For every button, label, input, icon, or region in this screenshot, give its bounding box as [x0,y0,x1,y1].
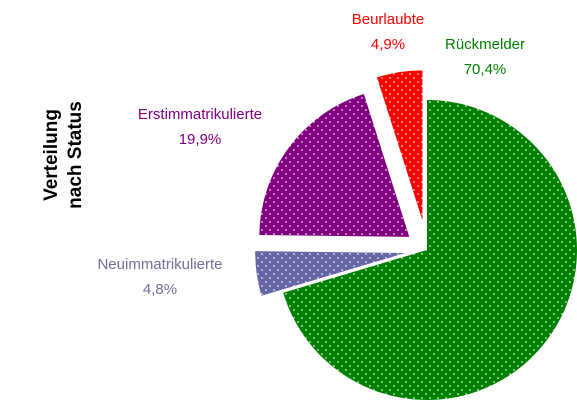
slice-label: Neuimmatrikulierte [97,256,222,273]
slice-label: Erstimmatrikulierte [138,106,262,123]
pie-slice-texture [255,251,406,296]
pie-slice-texture [283,100,577,400]
slice-label: Beurlaubte [352,11,425,28]
value-label: 4,9% [371,36,405,53]
value-label: 4,8% [143,281,177,298]
chart-title: nach Status [65,101,86,209]
chart-title: Verteilung [41,109,62,201]
value-label: 70,4% [464,61,507,78]
title-group: Verteilung nach Status [41,101,86,209]
value-label: 19,9% [179,131,222,148]
pie-slice-texture [376,70,423,221]
slice-label: Rückmelder [445,36,525,53]
pie-slice-texture [259,93,410,237]
